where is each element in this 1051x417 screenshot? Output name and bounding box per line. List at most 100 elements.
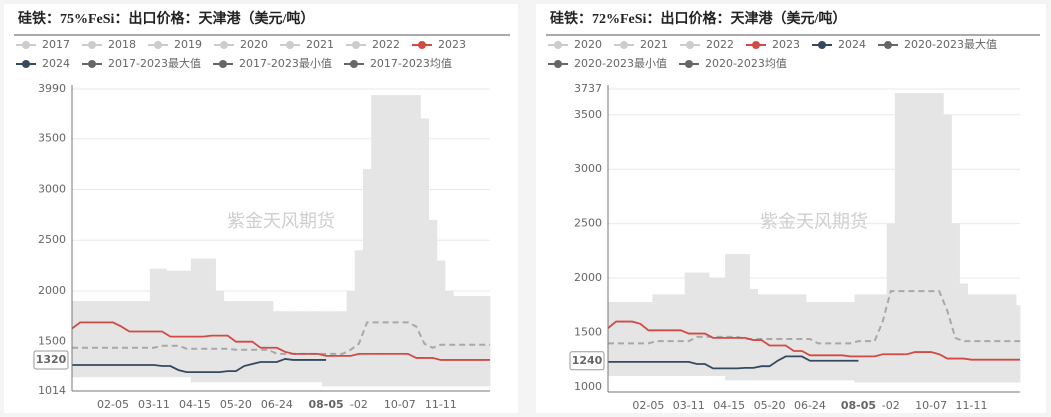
range-band	[264, 301, 274, 383]
range-band	[644, 301, 653, 377]
x-tick-label: -02	[882, 399, 900, 412]
range-band	[272, 311, 282, 383]
y-tick-label: 1500	[38, 335, 66, 348]
range-band	[403, 95, 413, 387]
range-band	[72, 301, 77, 378]
range-band	[636, 301, 645, 377]
legend-label: 2022	[372, 38, 400, 51]
range-band	[773, 294, 783, 381]
range-band	[1007, 294, 1017, 383]
x-tick-label: 04-15	[713, 399, 745, 412]
x-tick-label: 08-05	[308, 398, 343, 411]
range-band	[725, 254, 734, 381]
range-band	[477, 296, 487, 387]
legend-label: 2019	[174, 38, 202, 51]
legend-dot	[220, 41, 228, 49]
y-tick-label: 2500	[38, 233, 66, 246]
legend-dot	[884, 41, 892, 49]
legend-label: 2020	[574, 38, 602, 51]
range-band	[878, 294, 888, 383]
x-tick-label: 06-24	[261, 398, 293, 411]
legend-dot	[554, 41, 562, 49]
watermark: 紫金天风期货	[227, 211, 335, 232]
legend-label: 2023	[438, 38, 466, 51]
x-tick-label: 11-11	[425, 398, 457, 411]
range-band	[797, 294, 807, 381]
y-tick-label: 3000	[38, 182, 66, 195]
chart-title: 硅铁：75%FeSi：出口价格：天津港（美元/吨）	[18, 10, 314, 27]
x-tick-label: 05-20	[220, 398, 252, 411]
range-band	[789, 294, 799, 381]
range-band	[190, 258, 200, 383]
range-band	[412, 95, 421, 387]
range-band	[846, 301, 855, 381]
range-band	[967, 294, 977, 383]
legend-label: 2020-2023均值	[705, 57, 787, 70]
legend-label: 2020-2023最大值	[904, 37, 997, 51]
x-tick-label: 11-11	[956, 399, 988, 412]
x-tick-label: -02	[350, 398, 368, 411]
range-band	[362, 169, 372, 387]
range-band	[628, 301, 637, 377]
range-band	[149, 268, 159, 378]
range-band	[338, 311, 348, 387]
x-tick-label: 03-11	[138, 398, 170, 411]
range-band	[805, 301, 815, 381]
range-band	[125, 301, 134, 378]
range-band	[708, 278, 718, 377]
x-tick-label: 03-11	[673, 399, 705, 412]
legend-label: 2023	[772, 38, 800, 51]
range-band	[975, 294, 985, 383]
series-line	[607, 320, 1020, 361]
range-band	[444, 290, 454, 387]
range-band	[902, 93, 912, 383]
range-band	[281, 311, 290, 383]
y-tick-label: 3737	[574, 82, 602, 95]
pointer-box	[569, 351, 605, 371]
legend-dot	[349, 60, 358, 68]
legend-dot	[154, 41, 162, 49]
y-tick-label: 1014	[38, 384, 66, 397]
range-band	[379, 95, 389, 387]
range-band	[207, 258, 216, 383]
range-band	[469, 296, 479, 387]
range-band	[765, 294, 775, 381]
range-band	[313, 311, 323, 383]
x-tick-label: 10-07	[915, 399, 947, 412]
range-band	[174, 270, 184, 378]
range-band	[781, 294, 791, 381]
legend-dot	[752, 41, 760, 49]
y-tick-label: 2000	[574, 271, 602, 284]
watermark: 紫金天风期货	[760, 212, 868, 233]
chart-title: 硅铁：72%FeSi：出口价格：天津港（美元/吨）	[550, 10, 846, 27]
range-band	[910, 93, 920, 383]
range-band	[297, 311, 307, 383]
legend-dot	[22, 60, 30, 68]
range-band	[894, 93, 904, 383]
range-band	[951, 223, 960, 383]
range-band	[991, 294, 1001, 383]
legend-label: 2022	[706, 38, 734, 51]
legend-label: 2020-2023最小值	[574, 57, 667, 70]
range-band	[289, 311, 298, 383]
y-tick-label: 2000	[38, 284, 66, 297]
range-band	[927, 93, 936, 383]
range-band	[92, 301, 102, 378]
legend-dot	[818, 41, 826, 49]
pointer-label: 1320	[36, 353, 67, 366]
x-tick-label: 04-15	[179, 398, 211, 411]
range-band	[158, 268, 167, 378]
range-band	[436, 260, 446, 387]
legend-dot	[554, 60, 562, 68]
legend-label: 2020	[240, 38, 268, 51]
range-band	[182, 270, 192, 378]
series-line	[72, 358, 327, 374]
range-band	[199, 258, 208, 383]
legend-label: 2017-2023最小值	[239, 57, 332, 70]
range-band	[983, 294, 993, 383]
range-band	[321, 311, 331, 387]
range-band	[461, 296, 471, 387]
x-tick-label: 02-05	[97, 398, 129, 411]
range-band	[886, 223, 896, 383]
range-band	[684, 272, 694, 377]
